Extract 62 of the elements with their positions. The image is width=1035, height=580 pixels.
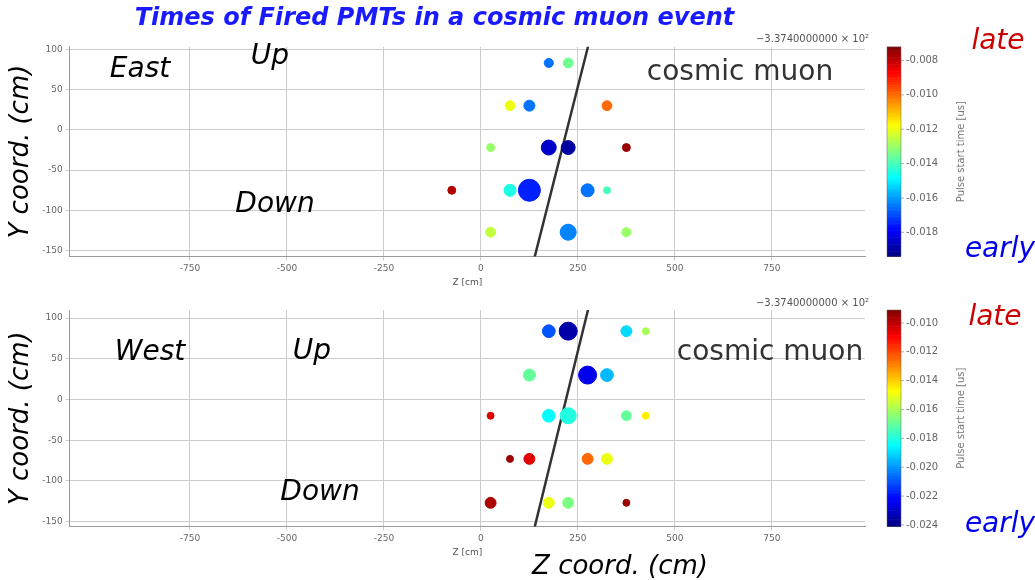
- y-tick-label: -150: [42, 245, 63, 256]
- color-bar-label: -0.014: [906, 374, 939, 386]
- text: −3.3740000000 × 10²: [755, 296, 869, 308]
- x-tick-label: 750: [763, 263, 781, 274]
- annotation: Up: [292, 333, 332, 367]
- y-tick-label: 0: [56, 124, 63, 135]
- annotation: Up: [250, 38, 290, 72]
- color-bar-label: -0.016: [906, 191, 939, 203]
- text: late: [971, 23, 1025, 57]
- color-bar-label: -0.018: [906, 431, 939, 443]
- y-tick-label: -50: [47, 434, 63, 445]
- color-bar-label: -0.010: [906, 88, 939, 100]
- color-bar-label: -0.020: [906, 460, 939, 472]
- color-bar-label: -0.010: [906, 316, 939, 328]
- color-bar-label: -0.018: [906, 225, 939, 237]
- y-tick-label: 50: [51, 353, 63, 364]
- x-axis-title: Z [cm]: [452, 276, 483, 287]
- x-tick-label: -750: [179, 533, 201, 544]
- y-tick-label: 100: [45, 312, 63, 323]
- text: early: [964, 506, 1035, 540]
- color-bar-label: -0.024: [906, 518, 939, 530]
- text: −3.3740000000 × 10²: [755, 33, 869, 45]
- y-tick-label: 100: [45, 43, 63, 54]
- annotation: West: [114, 334, 187, 368]
- y-axis-title: Y coord. (cm): [4, 331, 35, 506]
- text: cosmic muon: [646, 54, 834, 88]
- text: Z coord. (cm): [531, 549, 708, 580]
- color-bar-title: Pulse start time [us]: [954, 100, 966, 203]
- annotation: East: [109, 51, 172, 85]
- x-tick-label: -250: [373, 533, 395, 544]
- y-tick-label: -100: [42, 204, 63, 215]
- color-bar-title: Pulse start time [us]: [954, 367, 966, 469]
- color-bar-label: -0.012: [906, 122, 939, 134]
- chart-title: Times of Fired PMTs in a cosmic muon event: [134, 2, 736, 31]
- x-tick-label: 500: [666, 263, 684, 274]
- y-tick-label: 50: [51, 83, 63, 94]
- x-tick-label: -250: [373, 263, 395, 274]
- x-tick-label: -500: [276, 533, 298, 544]
- x-tick-label: 0: [478, 533, 485, 544]
- x-axis-title: Z [cm]: [452, 546, 483, 557]
- annotation: Down: [280, 474, 360, 508]
- color-bar-label: -0.016: [906, 403, 939, 415]
- text: early: [964, 231, 1035, 265]
- y-tick-label: -150: [42, 515, 63, 526]
- x-tick-label: -500: [276, 263, 298, 274]
- y-tick-label: -50: [47, 164, 63, 175]
- x-tick-label: -750: [179, 263, 201, 274]
- color-bar-label: -0.014: [906, 157, 939, 169]
- y-tick-label: 0: [56, 393, 63, 404]
- x-tick-label: 250: [569, 533, 587, 544]
- x-tick-label: 750: [763, 533, 781, 544]
- y-tick-label: -100: [42, 475, 63, 486]
- x-tick-label: 250: [569, 263, 587, 274]
- annotation: Down: [235, 186, 315, 220]
- color-bar-label: -0.008: [906, 54, 939, 66]
- color-bar-label: -0.012: [906, 345, 939, 357]
- color-bar-label: -0.022: [906, 489, 939, 501]
- y-axis-title: Y coord. (cm): [4, 64, 35, 239]
- x-tick-label: 500: [666, 533, 684, 544]
- x-tick-label: 0: [478, 263, 485, 274]
- text: late: [968, 299, 1022, 333]
- text: cosmic muon: [676, 334, 864, 368]
